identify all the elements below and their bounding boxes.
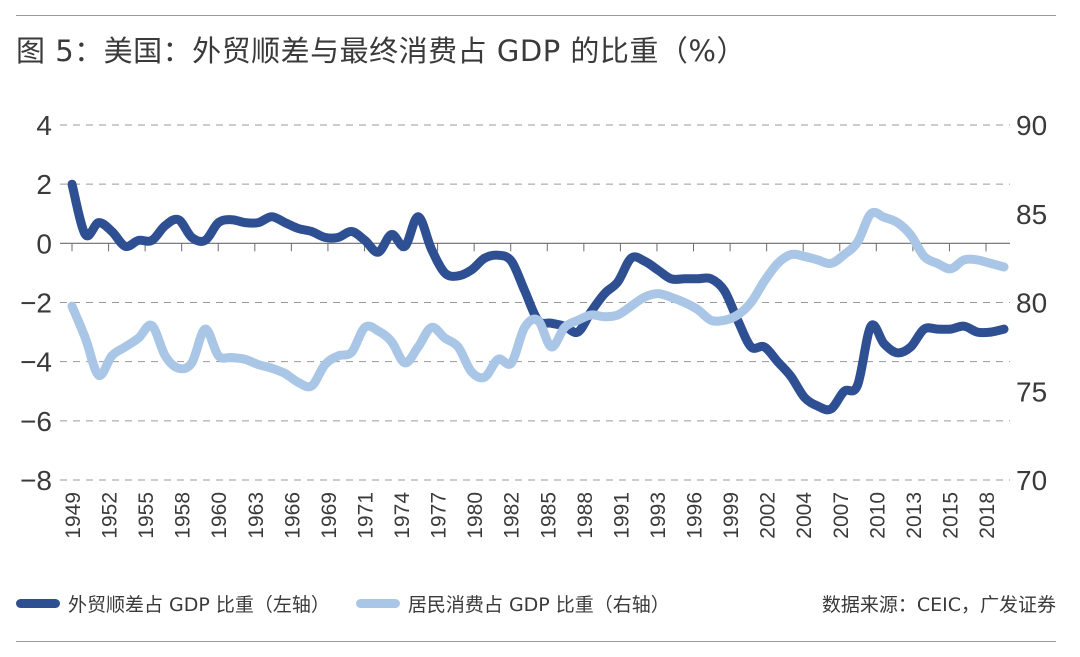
- x-tick-label: 1969: [318, 492, 341, 539]
- x-tick-label: 1999: [720, 492, 743, 539]
- x-tick-label: 1952: [99, 492, 122, 539]
- x-tick-label: 2018: [976, 492, 999, 539]
- x-tick-label: 1974: [391, 492, 414, 539]
- x-tick-label: 1991: [610, 492, 633, 539]
- chart-title: 图 5：美国：外贸顺差与最终消费占 GDP 的比重（%）: [16, 34, 746, 68]
- series-line-consumption: [67, 207, 1009, 392]
- legend-swatch-light: [355, 599, 400, 608]
- x-tick-label: 1977: [428, 492, 451, 539]
- x-tick-label: 1988: [574, 492, 597, 539]
- x-tick-label: 1966: [281, 492, 304, 539]
- left-tick-label: −6: [20, 406, 52, 437]
- legend: 外贸顺差占 GDP 比重（左轴） 居民消费占 GDP 比重（右轴）: [16, 590, 696, 617]
- legend-item-consumption: 居民消费占 GDP 比重（右轴）: [355, 590, 670, 617]
- left-tick-label: 2: [36, 169, 52, 200]
- x-tick-label: 2004: [793, 492, 816, 539]
- x-tick-label: 1982: [501, 492, 524, 539]
- source-note: 数据来源：CEIC，广发证券: [821, 594, 1056, 616]
- left-tick-label: −8: [20, 465, 52, 496]
- x-tick-label: 1949: [62, 492, 85, 539]
- x-tick-label: 2015: [939, 492, 962, 539]
- left-tick-label: −2: [20, 288, 52, 319]
- right-tick-label: 85: [1016, 199, 1047, 230]
- x-tick-label: 2010: [866, 492, 889, 539]
- left-tick-label: 4: [36, 110, 52, 141]
- x-tick-label: 1960: [208, 492, 231, 539]
- x-tick-label: 2007: [830, 492, 853, 539]
- left-tick-label: 0: [36, 228, 52, 259]
- x-tick-label: 1958: [172, 492, 195, 539]
- right-tick-label: 75: [1016, 376, 1047, 407]
- x-tick-label: 2013: [903, 492, 926, 539]
- legend-swatch-dark: [16, 599, 60, 608]
- legend-label-trade-surplus: 外贸顺差占 GDP 比重（左轴）: [68, 594, 330, 616]
- bottom-rule: [16, 641, 1056, 642]
- x-tick-label: 1971: [354, 492, 377, 539]
- top-rule: [16, 15, 1056, 16]
- legend-label-consumption: 居民消费占 GDP 比重（右轴）: [407, 594, 670, 616]
- left-tick-label: −4: [20, 347, 52, 378]
- x-tick-label: 1985: [537, 492, 560, 539]
- legend-item-trade-surplus: 外贸顺差占 GDP 比重（左轴）: [16, 590, 330, 617]
- x-tick-label: 1993: [647, 492, 670, 539]
- right-tick-label: 90: [1016, 110, 1047, 141]
- x-tick-label: 1963: [245, 492, 268, 539]
- right-tick-label: 80: [1016, 288, 1047, 319]
- x-tick-label: 1955: [135, 492, 158, 539]
- x-tick-label: 1980: [464, 492, 487, 539]
- x-tick-label: 2002: [757, 492, 780, 539]
- x-tick-label: 1996: [684, 492, 707, 539]
- right-tick-label: 70: [1016, 465, 1047, 496]
